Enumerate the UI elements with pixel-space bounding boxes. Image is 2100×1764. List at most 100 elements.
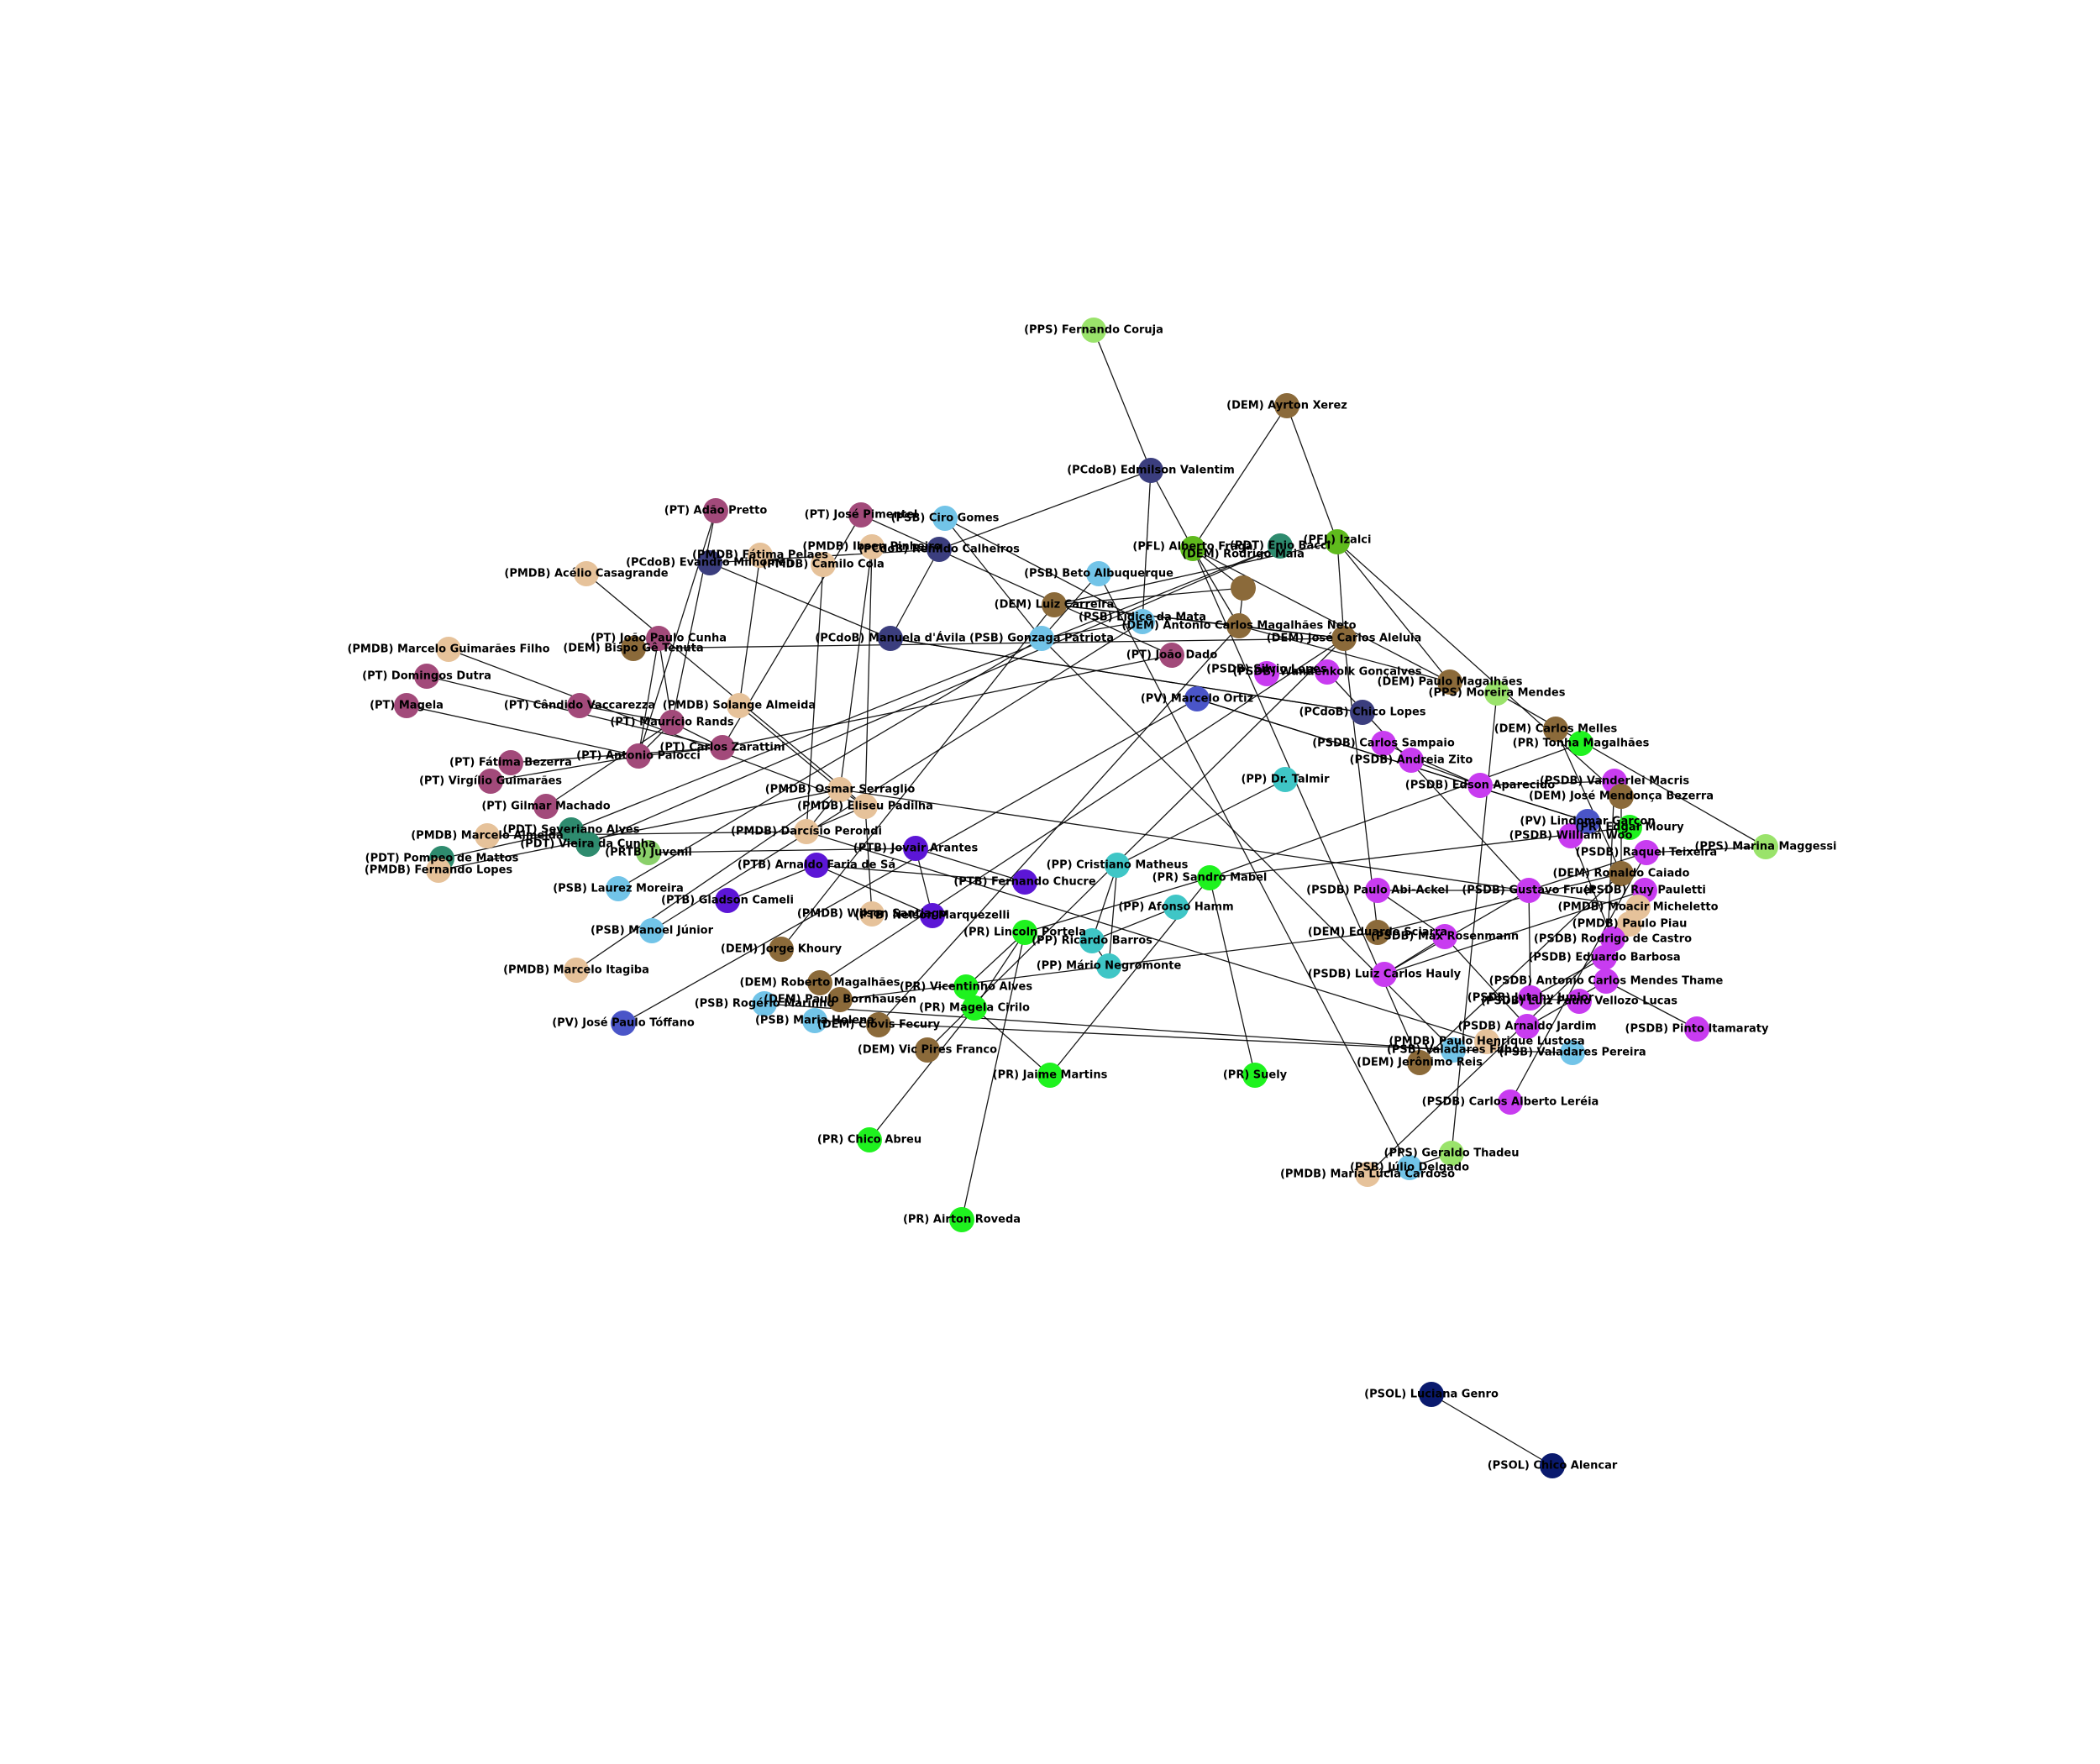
graph-node[interactable] (1086, 561, 1111, 586)
graph-node[interactable] (1625, 895, 1651, 920)
graph-node[interactable] (1516, 878, 1541, 903)
graph-node[interactable] (1558, 823, 1583, 848)
graph-node[interactable] (498, 750, 523, 775)
graph-node[interactable] (1753, 834, 1778, 859)
graph-node[interactable] (804, 853, 829, 878)
graph-node[interactable] (567, 693, 592, 718)
graph-node[interactable] (794, 819, 819, 844)
graph-node[interactable] (1231, 575, 1256, 601)
graph-node[interactable] (1540, 1453, 1565, 1478)
graph-node[interactable] (1407, 1050, 1432, 1075)
graph-node[interactable] (1331, 626, 1357, 651)
graph-node[interactable] (962, 995, 987, 1021)
graph-node[interactable] (1042, 592, 1067, 617)
graph-node[interactable] (1029, 626, 1054, 651)
graph-node[interactable] (564, 958, 589, 983)
graph-node[interactable] (1419, 1382, 1444, 1407)
graph-node[interactable] (953, 974, 979, 1000)
graph-node[interactable] (827, 987, 853, 1012)
graph-node[interactable] (533, 794, 559, 819)
graph-node[interactable] (606, 876, 631, 901)
graph-node[interactable] (920, 903, 945, 928)
graph-node[interactable] (859, 534, 885, 559)
graph-node[interactable] (659, 710, 685, 735)
graph-node[interactable] (932, 506, 958, 531)
graph-node[interactable] (1184, 686, 1210, 711)
graph-node[interactable] (1012, 920, 1037, 945)
graph-node[interactable] (636, 840, 661, 865)
graph-node[interactable] (1484, 680, 1509, 706)
graph-node[interactable] (769, 937, 794, 962)
graph-node[interactable] (1096, 953, 1121, 979)
graph-node[interactable] (1138, 458, 1163, 483)
graph-node[interactable] (1560, 1040, 1585, 1065)
graph-node[interactable] (646, 626, 671, 651)
graph-node[interactable] (1634, 840, 1659, 865)
graph-node[interactable] (1226, 613, 1252, 638)
graph-node[interactable] (1242, 1063, 1268, 1088)
graph-node[interactable] (478, 769, 503, 794)
graph-node[interactable] (1498, 1089, 1523, 1115)
graph-node[interactable] (1268, 533, 1293, 559)
graph-node[interactable] (1350, 700, 1375, 725)
graph-node[interactable] (1197, 865, 1222, 890)
graph-node[interactable] (1518, 985, 1543, 1011)
graph-node[interactable] (1355, 1162, 1380, 1187)
graph-node[interactable] (414, 664, 439, 689)
graph-node[interactable] (1432, 924, 1457, 949)
graph-node[interactable] (1397, 1155, 1422, 1180)
graph-node[interactable] (1592, 945, 1617, 970)
graph-node[interactable] (748, 543, 773, 568)
graph-node[interactable] (1467, 773, 1493, 798)
graph-node[interactable] (1617, 815, 1642, 840)
graph-node[interactable] (1439, 1141, 1464, 1166)
graph-node[interactable] (703, 498, 728, 523)
graph-node[interactable] (436, 637, 461, 662)
graph-node[interactable] (1079, 928, 1105, 953)
graph-node[interactable] (574, 561, 599, 586)
graph-node[interactable] (1372, 962, 1397, 987)
graph-node[interactable] (848, 502, 874, 528)
graph-node[interactable] (575, 832, 601, 857)
graph-node[interactable] (853, 794, 878, 819)
graph-node[interactable] (1163, 895, 1189, 920)
graph-node[interactable] (859, 901, 885, 927)
graph-node[interactable] (1684, 1016, 1709, 1042)
graph-node[interactable] (1180, 536, 1205, 561)
graph-node[interactable] (807, 970, 832, 995)
graph-node[interactable] (1325, 529, 1350, 554)
graph-node[interactable] (1254, 661, 1279, 686)
graph-node[interactable] (1315, 659, 1340, 685)
graph-node[interactable] (1365, 878, 1390, 903)
graph-node[interactable] (1515, 1014, 1540, 1039)
graph-node[interactable] (639, 918, 664, 943)
graph-node[interactable] (1441, 1037, 1466, 1063)
graph-node[interactable] (1130, 609, 1155, 634)
graph-node[interactable] (866, 1012, 891, 1037)
graph-node[interactable] (715, 888, 740, 913)
graph-node[interactable] (611, 1011, 636, 1036)
graph-node[interactable] (915, 1037, 940, 1063)
graph-node[interactable] (927, 537, 952, 562)
graph-node[interactable] (1399, 748, 1424, 773)
graph-node[interactable] (949, 1207, 974, 1232)
graph-node[interactable] (1081, 318, 1106, 343)
graph-node[interactable] (1159, 643, 1184, 668)
graph-node[interactable] (802, 1008, 827, 1033)
graph-node[interactable] (857, 1127, 882, 1152)
graph-node[interactable] (1575, 809, 1600, 834)
graph-node[interactable] (1274, 393, 1299, 418)
graph-node[interactable] (1037, 1063, 1063, 1088)
graph-node[interactable] (559, 817, 584, 843)
graph-node[interactable] (878, 626, 903, 651)
graph-node[interactable] (1593, 969, 1619, 994)
graph-node[interactable] (1609, 784, 1634, 809)
graph-node[interactable] (1012, 869, 1037, 895)
graph-node[interactable] (827, 777, 853, 802)
graph-node[interactable] (621, 636, 646, 661)
graph-node[interactable] (475, 823, 500, 848)
graph-node[interactable] (1609, 861, 1634, 886)
graph-node[interactable] (811, 552, 836, 577)
graph-node[interactable] (903, 836, 928, 861)
graph-node[interactable] (1543, 717, 1568, 742)
